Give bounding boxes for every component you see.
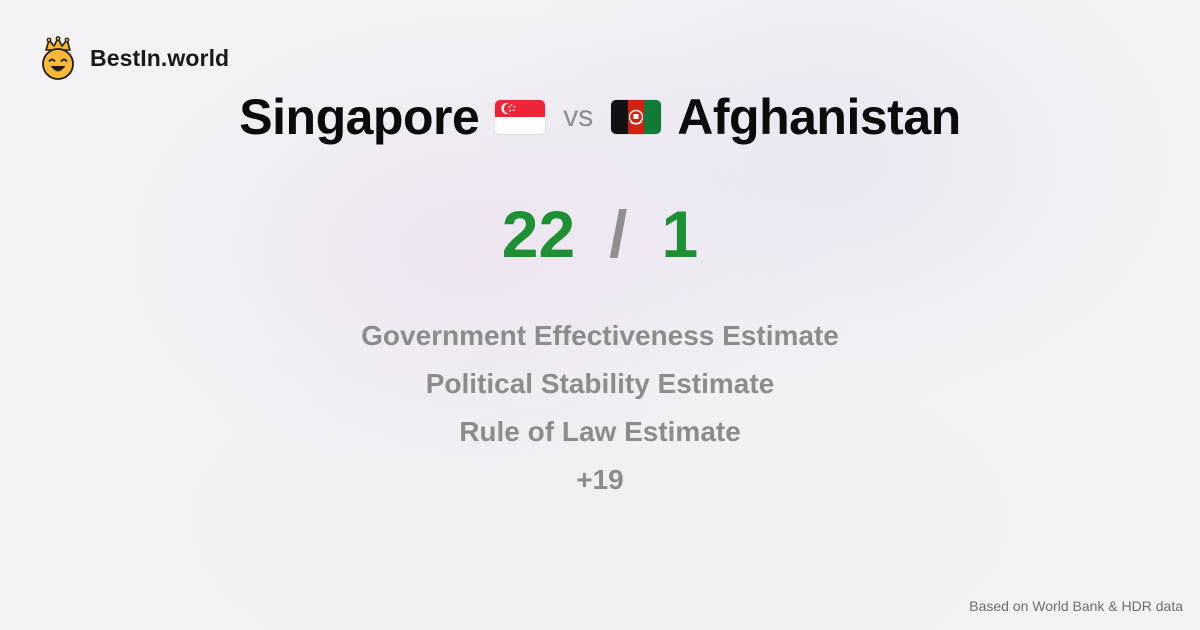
metric-item: Rule of Law Estimate bbox=[459, 416, 741, 447]
data-source-note: Based on World Bank & HDR data bbox=[969, 598, 1183, 614]
metric-list: Government Effectiveness Estimate Politi… bbox=[0, 312, 1200, 504]
more-count: +19 bbox=[576, 464, 624, 495]
country-right-name: Afghanistan bbox=[677, 89, 961, 145]
score-left: 22 bbox=[501, 197, 576, 271]
metric-item: Political Stability Estimate bbox=[425, 368, 775, 399]
brand-name: BestIn.world bbox=[90, 44, 230, 71]
afghanistan-flag-icon bbox=[611, 100, 662, 134]
crowned-smiley-icon bbox=[42, 36, 74, 80]
score-separator: / bbox=[609, 197, 628, 271]
country-left-name: Singapore bbox=[239, 89, 480, 145]
singapore-flag-icon bbox=[495, 100, 546, 134]
score-right: 1 bbox=[661, 197, 699, 271]
vs-separator: vs bbox=[563, 100, 594, 133]
comparison-title: Singapore vs Afghanistan bbox=[0, 84, 1200, 150]
score-row: 22 / 1 bbox=[0, 196, 1200, 272]
metric-item: Government Effectiveness Estimate bbox=[361, 320, 839, 351]
brand[interactable]: BestIn.world bbox=[38, 36, 229, 80]
